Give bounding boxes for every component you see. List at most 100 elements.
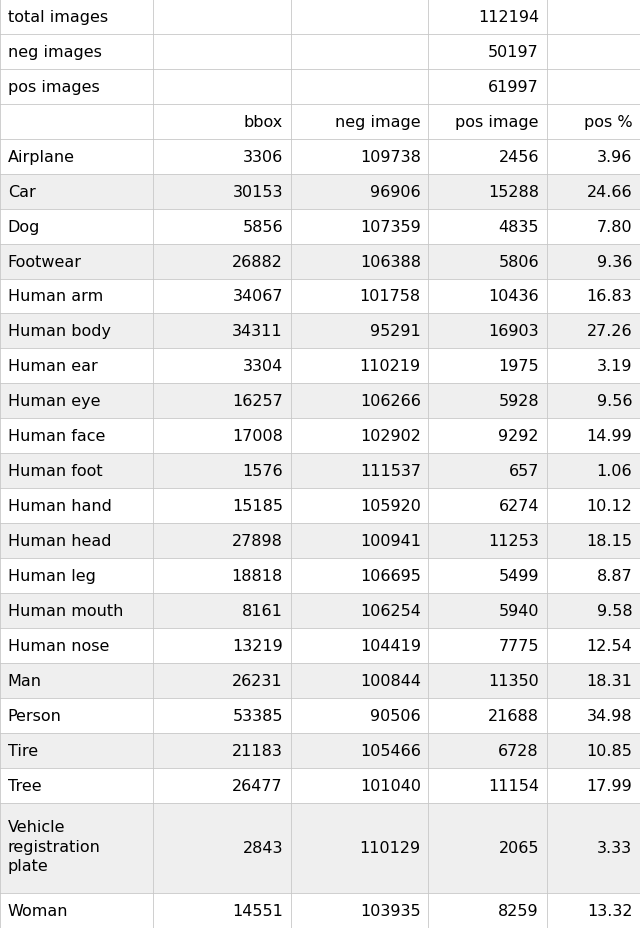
Bar xyxy=(0,767,640,803)
Text: 106254: 106254 xyxy=(360,603,421,618)
Text: 100844: 100844 xyxy=(360,673,421,688)
Bar xyxy=(0,279,640,314)
Text: bbox: bbox xyxy=(244,115,283,130)
Text: Man: Man xyxy=(8,673,42,688)
Text: 16.83: 16.83 xyxy=(587,290,632,304)
Text: Human leg: Human leg xyxy=(8,569,95,584)
Text: 17008: 17008 xyxy=(232,429,283,444)
Text: Human hand: Human hand xyxy=(8,498,111,513)
Bar xyxy=(0,628,640,664)
Text: 18.31: 18.31 xyxy=(586,673,632,688)
Text: neg images: neg images xyxy=(8,45,102,59)
Text: 13.32: 13.32 xyxy=(587,903,632,918)
Text: 101040: 101040 xyxy=(360,778,421,793)
Text: 26882: 26882 xyxy=(232,254,283,269)
Text: Human eye: Human eye xyxy=(8,393,100,409)
Text: 2843: 2843 xyxy=(243,841,283,856)
Text: 10436: 10436 xyxy=(488,290,539,304)
Text: Tree: Tree xyxy=(8,778,42,793)
Text: 14551: 14551 xyxy=(232,903,283,918)
Text: Footwear: Footwear xyxy=(8,254,82,269)
Bar xyxy=(0,244,640,279)
Text: 5806: 5806 xyxy=(499,254,539,269)
Text: Human mouth: Human mouth xyxy=(8,603,123,618)
Text: 1975: 1975 xyxy=(499,359,539,374)
Text: 100941: 100941 xyxy=(360,534,421,548)
Text: 15185: 15185 xyxy=(232,498,283,513)
Text: 50197: 50197 xyxy=(488,45,539,59)
Text: Vehicle
registration
plate: Vehicle registration plate xyxy=(8,819,100,873)
Text: 11350: 11350 xyxy=(488,673,539,688)
Text: 34067: 34067 xyxy=(232,290,283,304)
Text: 111537: 111537 xyxy=(360,464,421,479)
Text: total images: total images xyxy=(8,10,108,25)
Text: 110219: 110219 xyxy=(360,359,421,374)
Text: 16903: 16903 xyxy=(488,324,539,339)
Text: pos images: pos images xyxy=(8,80,99,95)
Text: Human nose: Human nose xyxy=(8,638,109,653)
Text: 12.54: 12.54 xyxy=(587,638,632,653)
Text: Airplane: Airplane xyxy=(8,149,75,164)
Text: 106695: 106695 xyxy=(360,569,421,584)
Bar xyxy=(0,314,640,349)
Text: 102902: 102902 xyxy=(360,429,421,444)
Bar xyxy=(0,523,640,559)
Text: 107359: 107359 xyxy=(360,219,421,235)
Bar xyxy=(0,35,640,70)
Text: 17.99: 17.99 xyxy=(587,778,632,793)
Bar xyxy=(0,105,640,139)
Text: Human face: Human face xyxy=(8,429,105,444)
Text: 34.98: 34.98 xyxy=(587,708,632,723)
Text: 3.19: 3.19 xyxy=(597,359,632,374)
Text: 24.66: 24.66 xyxy=(587,185,632,200)
Text: 9.56: 9.56 xyxy=(597,393,632,409)
Text: 7775: 7775 xyxy=(499,638,539,653)
Text: 27898: 27898 xyxy=(232,534,283,548)
Text: 21183: 21183 xyxy=(232,743,283,758)
Bar xyxy=(0,893,640,928)
Text: 5928: 5928 xyxy=(499,393,539,409)
Bar xyxy=(0,70,640,105)
Text: Woman: Woman xyxy=(8,903,68,918)
Text: Human arm: Human arm xyxy=(8,290,103,304)
Text: 9292: 9292 xyxy=(499,429,539,444)
Bar xyxy=(0,664,640,698)
Bar xyxy=(0,489,640,523)
Text: 112194: 112194 xyxy=(477,10,539,25)
Bar xyxy=(0,419,640,454)
Text: 5856: 5856 xyxy=(243,219,283,235)
Bar xyxy=(0,384,640,419)
Bar xyxy=(0,0,640,35)
Text: 18818: 18818 xyxy=(232,569,283,584)
Text: 10.85: 10.85 xyxy=(586,743,632,758)
Text: pos %: pos % xyxy=(584,115,632,130)
Text: 1576: 1576 xyxy=(243,464,283,479)
Text: 21688: 21688 xyxy=(488,708,539,723)
Text: 9.58: 9.58 xyxy=(596,603,632,618)
Text: 96906: 96906 xyxy=(370,185,421,200)
Text: 103935: 103935 xyxy=(360,903,421,918)
Text: 30153: 30153 xyxy=(232,185,283,200)
Text: Human head: Human head xyxy=(8,534,111,548)
Bar xyxy=(0,210,640,244)
Bar xyxy=(0,698,640,733)
Text: 16257: 16257 xyxy=(232,393,283,409)
Text: 106266: 106266 xyxy=(360,393,421,409)
Text: 10.12: 10.12 xyxy=(586,498,632,513)
Bar xyxy=(0,593,640,628)
Text: 8.87: 8.87 xyxy=(596,569,632,584)
Text: pos image: pos image xyxy=(456,115,539,130)
Text: 11154: 11154 xyxy=(488,778,539,793)
Text: neg image: neg image xyxy=(335,115,421,130)
Text: 8161: 8161 xyxy=(242,603,283,618)
Text: 106388: 106388 xyxy=(360,254,421,269)
Text: 3.96: 3.96 xyxy=(597,149,632,164)
Text: 2065: 2065 xyxy=(499,841,539,856)
Text: Person: Person xyxy=(8,708,61,723)
Text: 3.33: 3.33 xyxy=(597,841,632,856)
Text: 18.15: 18.15 xyxy=(586,534,632,548)
Text: 8259: 8259 xyxy=(499,903,539,918)
Text: 26477: 26477 xyxy=(232,778,283,793)
Text: 7.80: 7.80 xyxy=(596,219,632,235)
Text: 101758: 101758 xyxy=(360,290,421,304)
